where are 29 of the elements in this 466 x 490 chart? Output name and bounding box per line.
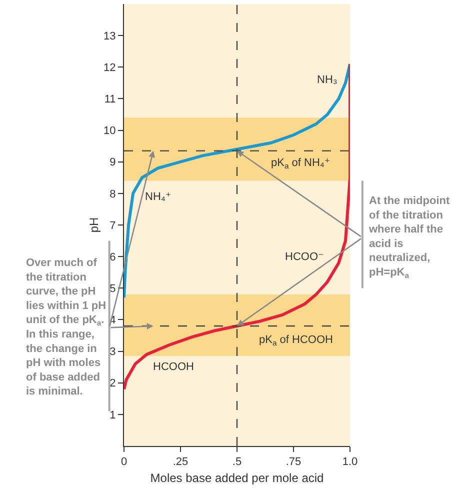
x-tick-label: .5 — [232, 456, 242, 468]
annotation: NH₃ — [317, 74, 338, 86]
y-tick-label: 1 — [110, 409, 116, 422]
text: At the midpoint of the titration where half the acid is neutralized, pH=pK$_{a}$ — [368, 195, 450, 280]
y-axis-title: pH — [86, 217, 101, 233]
y-tick-label: 8 — [110, 188, 116, 200]
line-series — [124, 62, 350, 300]
annotation: HCOOH — [153, 361, 194, 373]
y-tick-label: 7 — [110, 220, 116, 232]
x-tick-label: .25 — [172, 456, 188, 468]
y-tick-label: 11 — [104, 94, 116, 106]
y-tick-label: 2 — [110, 378, 116, 390]
y-tick-label: 3 — [110, 346, 116, 358]
y-tick-label: 12 — [104, 62, 116, 74]
text: Over much of the titration curve, the pH lies within 1 pH unit of the pK$_{a}$. In this range, the change in pH with moles of base added is minimal. — [26, 257, 106, 398]
x-axis-title: Moles base added per mole acid — [150, 471, 324, 486]
annotation: pK$_{a}$ of HCOOH — [259, 334, 334, 348]
y-tick-label: 6 — [110, 251, 116, 264]
y-tick-label: 9 — [110, 156, 116, 169]
x-tick-label: 0 — [120, 456, 128, 468]
x-tick-label: .75 — [286, 456, 302, 468]
y-tick-label: 13 — [104, 30, 116, 42]
line-series — [124, 62, 350, 391]
y-tick-label: 10 — [104, 125, 116, 138]
annotation: pK$_{a}$ of NH₄⁺ — [271, 157, 330, 170]
annotation: NH₄⁺ — [145, 191, 172, 203]
x-tick-label: 1.0 — [342, 456, 358, 468]
y-tick-label: 5 — [110, 282, 116, 295]
annotation: HCOO⁻ — [285, 251, 324, 263]
